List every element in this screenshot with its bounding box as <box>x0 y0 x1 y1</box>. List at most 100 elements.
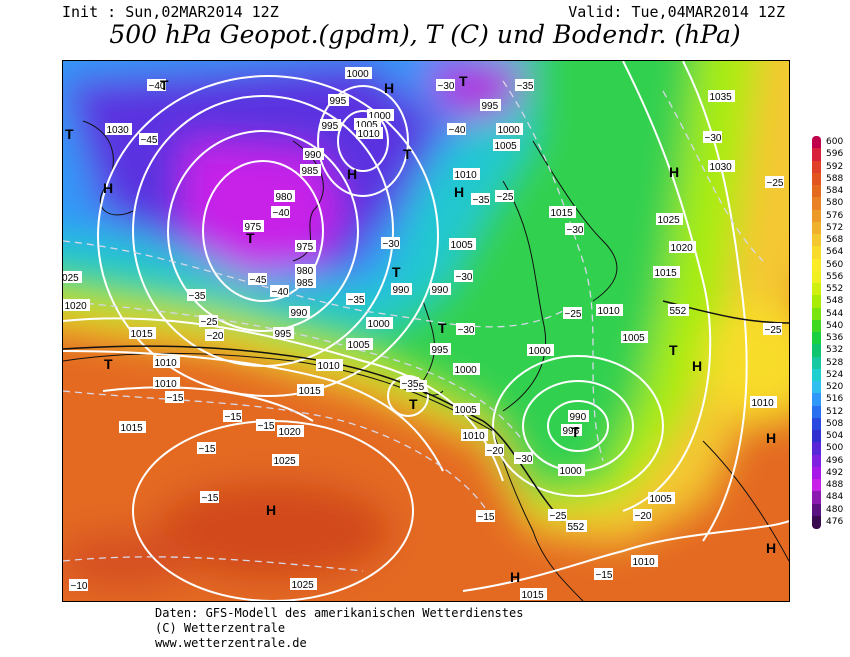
temperature-label: −15 <box>594 568 613 581</box>
legend-value: 568 <box>826 235 844 245</box>
pressure-label: 1015 <box>297 384 324 397</box>
temperature-label: −25 <box>199 315 218 328</box>
pressure-label: 1025 <box>656 213 683 226</box>
svg-text:−40: −40 <box>273 208 290 219</box>
pressure-label: 995 <box>320 119 341 132</box>
temperature-label: −30 <box>703 131 722 144</box>
svg-text:−40: −40 <box>149 81 166 92</box>
legend-swatch <box>812 332 821 345</box>
pressure-labels: 1000995100010051010995990985980975975980… <box>63 67 777 601</box>
legend-value: 492 <box>826 467 844 478</box>
legend-value: 552 <box>826 284 844 294</box>
svg-text:−35: −35 <box>348 295 365 306</box>
legend-swatch <box>812 270 821 284</box>
svg-text:−15: −15 <box>167 393 184 404</box>
pressure-label: 995 <box>561 424 582 437</box>
temperature-label: −35 <box>187 289 206 302</box>
svg-text:1015: 1015 <box>121 423 144 434</box>
legend-swatch <box>812 197 821 210</box>
legend-swatch <box>812 381 821 394</box>
pressure-label: 990 <box>568 410 589 423</box>
pressure-label: 1035 <box>708 90 735 103</box>
legend-value: 540 <box>826 320 844 331</box>
temperature-label: −40 <box>147 79 166 92</box>
low-pressure-marker: T <box>392 264 401 280</box>
pressure-label: 1015 <box>520 588 547 601</box>
temperature-label: −30 <box>456 323 475 336</box>
svg-text:−30: −30 <box>438 81 455 92</box>
pressure-label: 995 <box>328 94 349 107</box>
isobars <box>63 61 789 601</box>
svg-text:985: 985 <box>302 166 319 177</box>
temperature-field <box>63 61 789 601</box>
svg-text:1005: 1005 <box>650 494 673 505</box>
legend-swatch <box>812 393 821 406</box>
svg-text:−20: −20 <box>635 511 652 522</box>
svg-text:1015: 1015 <box>522 590 545 601</box>
pressure-label: 1005 <box>449 238 476 251</box>
low-pressure-marker: T <box>246 230 255 246</box>
temperature-label: −25 <box>765 176 784 189</box>
isotherms <box>63 80 764 572</box>
high-pressure-marker: H <box>103 180 113 196</box>
pressure-label: 1000 <box>366 317 393 330</box>
legend-swatch <box>812 148 821 161</box>
temperature-label: −30 <box>514 452 533 465</box>
svg-text:1025: 1025 <box>658 215 681 226</box>
svg-text:1010: 1010 <box>633 557 656 568</box>
legend-swatch <box>812 319 821 333</box>
svg-text:990: 990 <box>570 412 587 423</box>
low-pressure-marker: T <box>403 146 412 162</box>
pressure-label: 1010 <box>596 304 623 317</box>
high-pressure-marker: H <box>692 358 702 374</box>
svg-text:1000: 1000 <box>529 346 552 357</box>
temperature-label: −30 <box>454 270 473 283</box>
pressure-label: 995 <box>273 327 294 340</box>
pressure-label: 1025 <box>63 271 82 284</box>
pressure-label: 975 <box>295 240 316 253</box>
website-url: www.wetterzentrale.de <box>155 636 307 650</box>
svg-text:−45: −45 <box>250 275 267 286</box>
pressure-label: 1030 <box>708 160 735 173</box>
svg-text:995: 995 <box>330 96 347 107</box>
low-pressure-marker: T <box>571 424 580 440</box>
pressure-label: 1010 <box>316 359 343 372</box>
svg-text:−15: −15 <box>199 444 216 455</box>
temperature-label: −15 <box>197 442 216 455</box>
pressure-label: 990 <box>430 283 451 296</box>
legend-swatch <box>812 344 821 357</box>
legend-value: 480 <box>826 504 844 515</box>
legend-value: 600 <box>826 137 844 147</box>
svg-text:1010: 1010 <box>463 431 486 442</box>
svg-text:1005: 1005 <box>495 141 518 152</box>
pressure-label: 1015 <box>129 327 156 340</box>
legend-value: 548 <box>826 296 844 307</box>
svg-text:995: 995 <box>432 345 449 356</box>
temperature-label: −15 <box>165 391 184 404</box>
svg-text:−30: −30 <box>458 325 475 336</box>
svg-text:1010: 1010 <box>155 358 178 369</box>
temperature-label: −20 <box>485 444 504 457</box>
legend-value: 516 <box>826 394 844 405</box>
svg-text:975: 975 <box>245 222 262 233</box>
svg-text:−45: −45 <box>141 135 158 146</box>
svg-text:1000: 1000 <box>498 125 521 136</box>
svg-text:1005: 1005 <box>451 240 474 251</box>
legend-swatch <box>812 258 821 272</box>
pressure-label: 1020 <box>63 299 90 312</box>
temperature-label: −40 <box>447 123 466 136</box>
svg-text:−30: −30 <box>516 454 533 465</box>
pressure-label: 980 <box>295 264 316 277</box>
pressure-label: 1000 <box>527 344 554 357</box>
temperature-label: −15 <box>476 510 495 523</box>
legend-value: 524 <box>826 369 844 380</box>
low-pressure-marker: T <box>409 396 418 412</box>
legend-swatch <box>812 356 821 370</box>
svg-text:−20: −20 <box>207 331 224 342</box>
pressure-label: 1010 <box>453 168 480 181</box>
svg-text:−25: −25 <box>767 178 784 189</box>
legend-swatch <box>812 368 821 382</box>
temperature-label: −35 <box>400 377 419 390</box>
legend-swatch <box>812 307 821 321</box>
high-pressure-marker: H <box>510 569 520 585</box>
